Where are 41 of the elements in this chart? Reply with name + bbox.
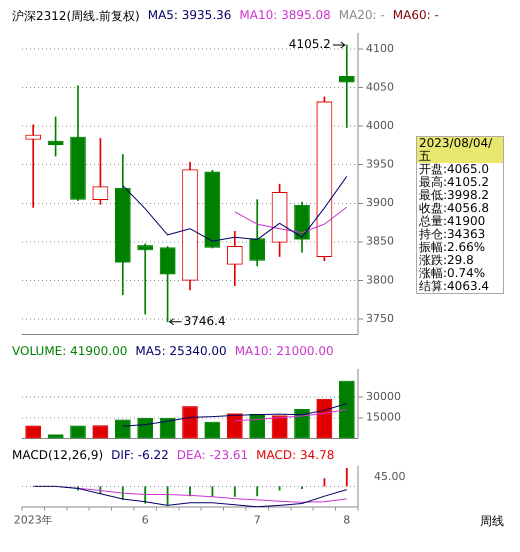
text: 收盘:4056.8	[418, 201, 490, 215]
x-tick-label: 8	[343, 513, 350, 526]
text: 周线	[480, 513, 504, 530]
text: 持仓:34363	[418, 227, 486, 241]
legend-label: MA60: -	[392, 8, 439, 24]
text: 涨幅:0.74%	[418, 266, 486, 280]
y-tick-label: 3850	[366, 234, 394, 248]
y-tick-label: 3750	[366, 312, 394, 325]
legend-label: MA20: -	[338, 8, 385, 24]
chart-title: MACD(12,26,9)	[12, 448, 104, 464]
y-tick-label: 3900	[366, 196, 394, 210]
text: MA10: 3895.08	[239, 8, 331, 24]
y-tick-label: 15000	[366, 410, 401, 424]
y-tick-label: 30000	[366, 390, 401, 403]
x-tick-label: 2023年	[14, 513, 53, 526]
text: 涨跌:29.8	[418, 253, 475, 267]
annotation: 4105.2	[288, 37, 331, 52]
text: 45.00	[374, 470, 406, 483]
text: 最低:3998.2	[418, 188, 490, 202]
text: 最高:4105.2	[418, 175, 490, 189]
text: MA5: 25340.00	[135, 344, 227, 360]
text: DIF: -6.22	[111, 448, 169, 464]
text: 开盘:4065.0	[418, 162, 490, 176]
y-tick-label: 4000	[366, 119, 394, 132]
series-label: MACD: 34.78	[256, 448, 334, 464]
x-tick-label: 6	[142, 513, 149, 526]
y-tick-label: 3950	[366, 158, 394, 171]
text: 总量:41900	[418, 214, 486, 228]
x-tick-label: 7	[254, 513, 261, 526]
text: DEA: -23.61	[176, 448, 248, 464]
text: 振幅:2.66%	[418, 240, 486, 254]
y-tick-label: 4050	[366, 80, 394, 94]
y-tick-label: 4100	[366, 42, 394, 55]
text: MA10: 21000.00	[234, 344, 334, 360]
text: 2023/08/04/五	[417, 136, 503, 163]
annotation: 3746.4	[184, 314, 226, 328]
text: 结算:4063.4	[418, 279, 490, 293]
chart-title: 沪深2312(周线.前复权)	[12, 8, 140, 24]
text: MA5: 3935.36	[148, 8, 232, 24]
y-tick-label: 3800	[366, 273, 394, 286]
text: VOLUME: 41900.00	[12, 344, 128, 360]
